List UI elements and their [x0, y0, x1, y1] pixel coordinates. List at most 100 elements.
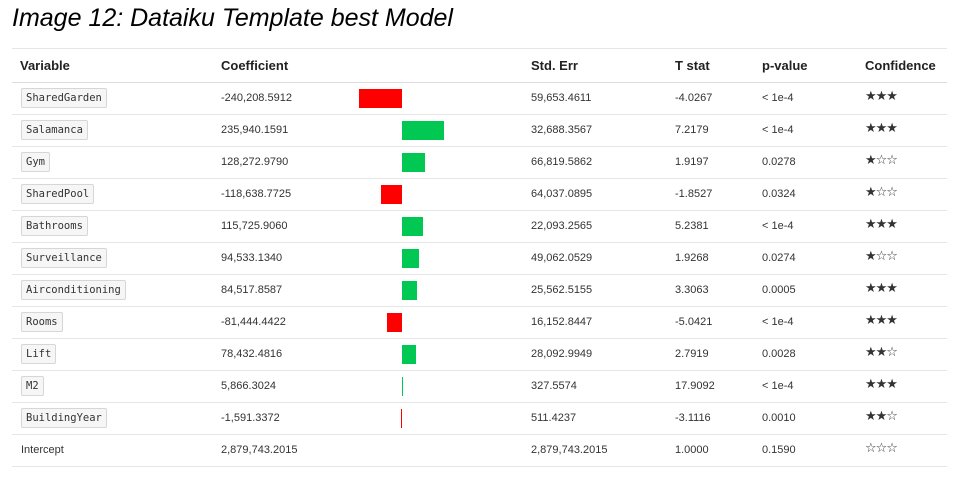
std-err-value: 16,152.8447 — [531, 316, 593, 328]
header-coefficient[interactable]: Coefficient — [221, 58, 289, 73]
positive-coefficient-bar — [402, 249, 419, 268]
coefficient-value: 235,940.1591 — [221, 124, 289, 136]
table-row: Intercept 2,879,743.2015 2,879,743.2015 1.0… — [12, 435, 947, 467]
variable-name: Intercept — [21, 444, 64, 456]
positive-coefficient-bar — [402, 345, 417, 364]
variable-name[interactable]: BuildingYear — [21, 408, 107, 428]
coefficient-value: -118,638.7725 — [221, 188, 292, 200]
positive-coefficient-bar — [402, 121, 445, 140]
std-err-value: 64,037.0895 — [531, 188, 593, 200]
p-value: < 1e-4 — [762, 220, 794, 232]
header-t-stat[interactable]: T stat — [675, 58, 710, 73]
std-err-value: 327.5574 — [531, 380, 577, 392]
std-err-value: 25,562.5155 — [531, 284, 593, 296]
table-row: Bathrooms 115,725.9060 22,093.2565 5.2381 < … — [12, 211, 947, 243]
variable-name[interactable]: SharedGarden — [21, 88, 107, 108]
t-stat-value: 5.2381 — [675, 220, 709, 232]
positive-coefficient-bar — [402, 281, 418, 300]
confidence-stars-icon: ★★★ — [865, 313, 898, 328]
p-value: 0.0274 — [762, 252, 796, 264]
std-err-value: 66,819.5862 — [531, 156, 593, 168]
table-row: Salamanca 235,940.1591 32,688.3567 7.2179 < … — [12, 115, 947, 147]
confidence-stars-icon: ★☆☆ — [865, 249, 898, 264]
confidence-stars-icon: ★★☆ — [865, 409, 898, 424]
coefficient-value: -1,591.3372 — [221, 412, 280, 424]
variable-name[interactable]: M2 — [21, 376, 44, 396]
std-err-value: 32,688.3567 — [531, 124, 593, 136]
coefficients-table: Variable Coefficient Std. Err T stat p-v… — [12, 48, 947, 467]
confidence-stars-icon: ★☆☆ — [865, 185, 898, 200]
negative-coefficient-bar — [359, 89, 402, 108]
t-stat-value: -3.1116 — [675, 412, 711, 424]
confidence-stars-icon: ☆☆☆ — [865, 441, 898, 456]
p-value: 0.0005 — [762, 284, 796, 296]
p-value: 0.1590 — [762, 444, 796, 456]
coefficient-value: 84,517.8587 — [221, 284, 283, 296]
variable-name[interactable]: SharedPool — [21, 184, 95, 204]
coefficient-value: 115,725.9060 — [221, 220, 288, 232]
variable-name[interactable]: Gym — [21, 152, 50, 172]
negative-coefficient-bar — [380, 185, 402, 204]
table-row: BuildingYear -1,591.3372 511.4237 -3.1116 0.… — [12, 403, 947, 435]
coefficient-value: 94,533.1340 — [221, 252, 283, 264]
variable-name[interactable]: Bathrooms — [21, 216, 88, 236]
table-row: SharedPool -118,638.7725 64,037.0895 -1.852… — [12, 179, 947, 211]
confidence-stars-icon: ★★★ — [865, 217, 898, 232]
confidence-stars-icon: ★★★ — [865, 121, 898, 136]
positive-coefficient-bar — [402, 377, 404, 396]
std-err-value: 49,062.0529 — [531, 252, 593, 264]
table-row: Airconditioning 84,517.8587 25,562.5155 3.3… — [12, 275, 947, 307]
t-stat-value: -5.0421 — [675, 316, 713, 328]
t-stat-value: 1.9268 — [675, 252, 709, 264]
table-row: Rooms -81,444.4422 16,152.8447 -5.0421 < 1e-… — [12, 307, 947, 339]
header-std-err[interactable]: Std. Err — [531, 58, 578, 73]
t-stat-value: -4.0267 — [675, 92, 713, 104]
t-stat-value: 2.7919 — [675, 348, 709, 360]
table-body: SharedGarden -240,208.5912 59,653.4611 -4.0… — [12, 83, 947, 467]
table-row: Surveillance 94,533.1340 49,062.0529 1.9268… — [12, 243, 947, 275]
header-p-value[interactable]: p-value — [762, 58, 808, 73]
coefficient-value: 5,866.3024 — [221, 380, 277, 392]
p-value: < 1e-4 — [762, 380, 794, 392]
table-row: SharedGarden -240,208.5912 59,653.4611 -4.0… — [12, 83, 947, 115]
confidence-stars-icon: ★☆☆ — [865, 153, 898, 168]
confidence-stars-icon: ★★★ — [865, 281, 898, 296]
confidence-stars-icon: ★★★ — [865, 89, 898, 104]
std-err-value: 59,653.4611 — [531, 92, 592, 104]
header-confidence[interactable]: Confidence — [865, 58, 936, 73]
table-header: Variable Coefficient Std. Err T stat p-v… — [12, 48, 947, 83]
coefficient-value: 2,879,743.2015 — [221, 444, 298, 456]
t-stat-value: 1.0000 — [675, 444, 709, 456]
coefficient-value: -240,208.5912 — [221, 92, 292, 104]
variable-name[interactable]: Lift — [21, 344, 57, 364]
std-err-value: 22,093.2565 — [531, 220, 593, 232]
p-value: 0.0278 — [762, 156, 796, 168]
variable-name[interactable]: Surveillance — [21, 248, 107, 268]
p-value: 0.0010 — [762, 412, 796, 424]
t-stat-value: 1.9197 — [675, 156, 709, 168]
coefficient-value: 128,272.9790 — [221, 156, 289, 168]
p-value: 0.0324 — [762, 188, 796, 200]
table-row: Gym 128,272.9790 66,819.5862 1.9197 0.0278 ★☆… — [12, 147, 947, 179]
positive-coefficient-bar — [402, 153, 425, 172]
confidence-stars-icon: ★★☆ — [865, 345, 898, 360]
negative-coefficient-bar — [387, 313, 402, 332]
t-stat-value: 17.9092 — [675, 380, 715, 392]
t-stat-value: 7.2179 — [675, 124, 709, 136]
variable-name[interactable]: Salamanca — [21, 120, 88, 140]
header-variable[interactable]: Variable — [20, 58, 70, 73]
coefficient-value: -81,444.4422 — [221, 316, 286, 328]
t-stat-value: -1.8527 — [675, 188, 713, 200]
p-value: < 1e-4 — [762, 92, 794, 104]
variable-name[interactable]: Rooms — [21, 312, 63, 332]
t-stat-value: 3.3063 — [675, 284, 709, 296]
table-row: Lift 78,432.4816 28,092.9949 2.7919 0.0028 ★★… — [12, 339, 947, 371]
p-value: 0.0028 — [762, 348, 796, 360]
std-err-value: 2,879,743.2015 — [531, 444, 608, 456]
negative-coefficient-bar — [401, 409, 402, 428]
coefficient-value: 78,432.4816 — [221, 348, 283, 360]
variable-name[interactable]: Airconditioning — [21, 280, 126, 300]
p-value: < 1e-4 — [762, 124, 794, 136]
p-value: < 1e-4 — [762, 316, 794, 328]
std-err-value: 28,092.9949 — [531, 348, 593, 360]
